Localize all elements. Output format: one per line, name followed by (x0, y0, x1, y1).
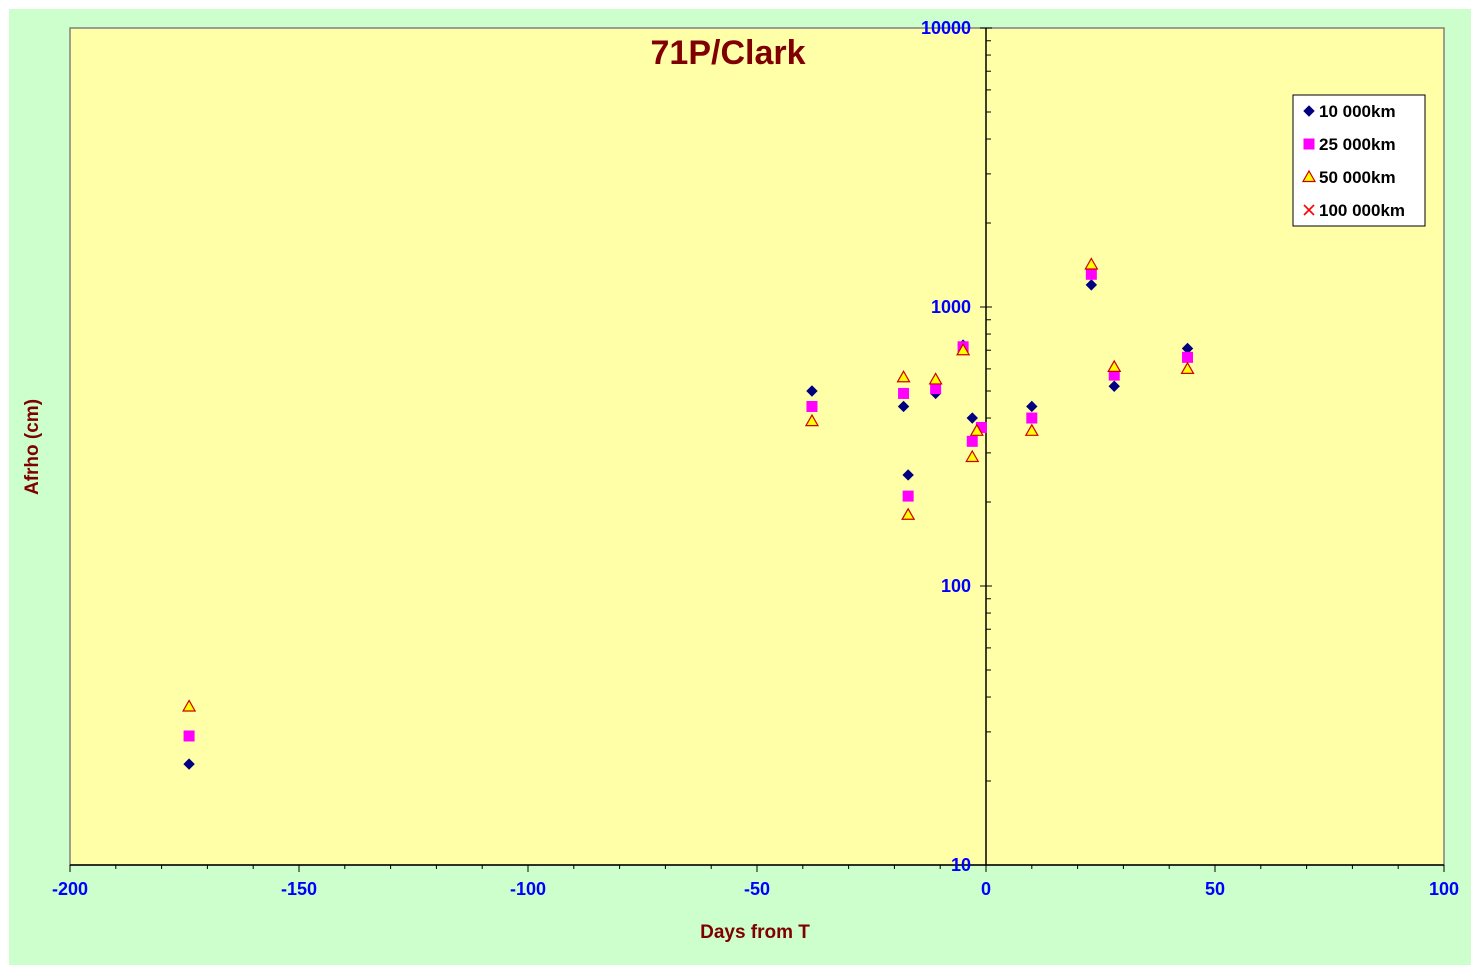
legend-label: 50 000km (1319, 168, 1396, 187)
data-point-25000km (183, 730, 195, 742)
data-point-50000km (965, 449, 980, 463)
data-point-50000km (1024, 423, 1039, 436)
legend-marker-stroke (1303, 204, 1315, 216)
legend-label: 10 000km (1319, 102, 1396, 121)
data-point-25000km (966, 435, 978, 447)
x-tick-label: 50 (1205, 879, 1225, 899)
y-tick-label: 100 (941, 576, 971, 596)
data-point-10000km (183, 758, 195, 770)
legend-marker (1303, 204, 1315, 216)
data-point-50000km (896, 370, 911, 383)
legend: 10 000km 25 000km 50 000km 100 000km (1292, 94, 1426, 227)
chart-svg: -200 -150 -100 -50 0 50 100 10 100 1000 10000 71P/… (22, 18, 1459, 943)
data-point-10000km (806, 385, 818, 397)
data-point-25000km (1026, 412, 1038, 424)
x-tick-label: -100 (510, 879, 546, 899)
data-point-50000km (901, 507, 916, 520)
data-point-25000km (1182, 351, 1194, 363)
legend-label: 100 000km (1319, 201, 1405, 220)
chart-area: -200 -150 -100 -50 0 50 100 10 100 1000 10000 71P/… (9, 9, 1471, 965)
data-point-25000km (975, 421, 987, 433)
data-point-10000km (1108, 380, 1120, 392)
x-tick-label: 0 (981, 879, 991, 899)
data-point-25000km (898, 387, 910, 399)
legend-marker (1301, 169, 1317, 183)
data-point-25000km (1108, 369, 1120, 381)
chart-title: 71P/Clark (651, 34, 806, 72)
legend-marker (1303, 138, 1315, 150)
axes (69, 27, 1445, 872)
x-axis-label: Days from T (700, 922, 810, 943)
tick-labels: -200 -150 -100 -50 0 50 100 10 100 1000 10000 (52, 18, 1459, 899)
x-tick-label: -150 (281, 879, 317, 899)
data-point-50000km (804, 413, 819, 427)
y-tick-label: 1000 (931, 297, 971, 317)
y-tick-label: 10 (951, 855, 971, 875)
x-tick-label: -50 (744, 879, 770, 899)
y-tick-label: 10000 (921, 18, 971, 38)
data-point-25000km (806, 400, 818, 412)
data-point-50000km (1084, 257, 1099, 270)
data-point-25000km (902, 490, 914, 502)
data-point-25000km (1085, 268, 1097, 280)
x-tick-label: 100 (1429, 879, 1459, 899)
data-point-50000km (182, 699, 197, 712)
legend-box (1292, 94, 1426, 227)
legend-label: 25 000km (1319, 135, 1396, 154)
data-point-25000km (930, 383, 942, 395)
data-points (182, 257, 1195, 770)
data-point-10000km (897, 400, 910, 413)
plot-background (69, 27, 1445, 866)
data-point-10000km (1026, 400, 1038, 413)
data-point-50000km (1107, 359, 1122, 372)
y-axis-label: Afrho (cm) (22, 399, 43, 495)
data-point-50000km (1180, 361, 1195, 374)
data-point-50000km (969, 423, 984, 436)
data-point-50000km (928, 372, 943, 385)
data-point-10000km (902, 469, 914, 481)
data-point-10000km (1085, 279, 1098, 291)
x-tick-label: -200 (52, 879, 88, 899)
data-point-50000km (956, 343, 971, 356)
data-point-10000km (966, 412, 978, 424)
legend-marker (1303, 105, 1315, 117)
